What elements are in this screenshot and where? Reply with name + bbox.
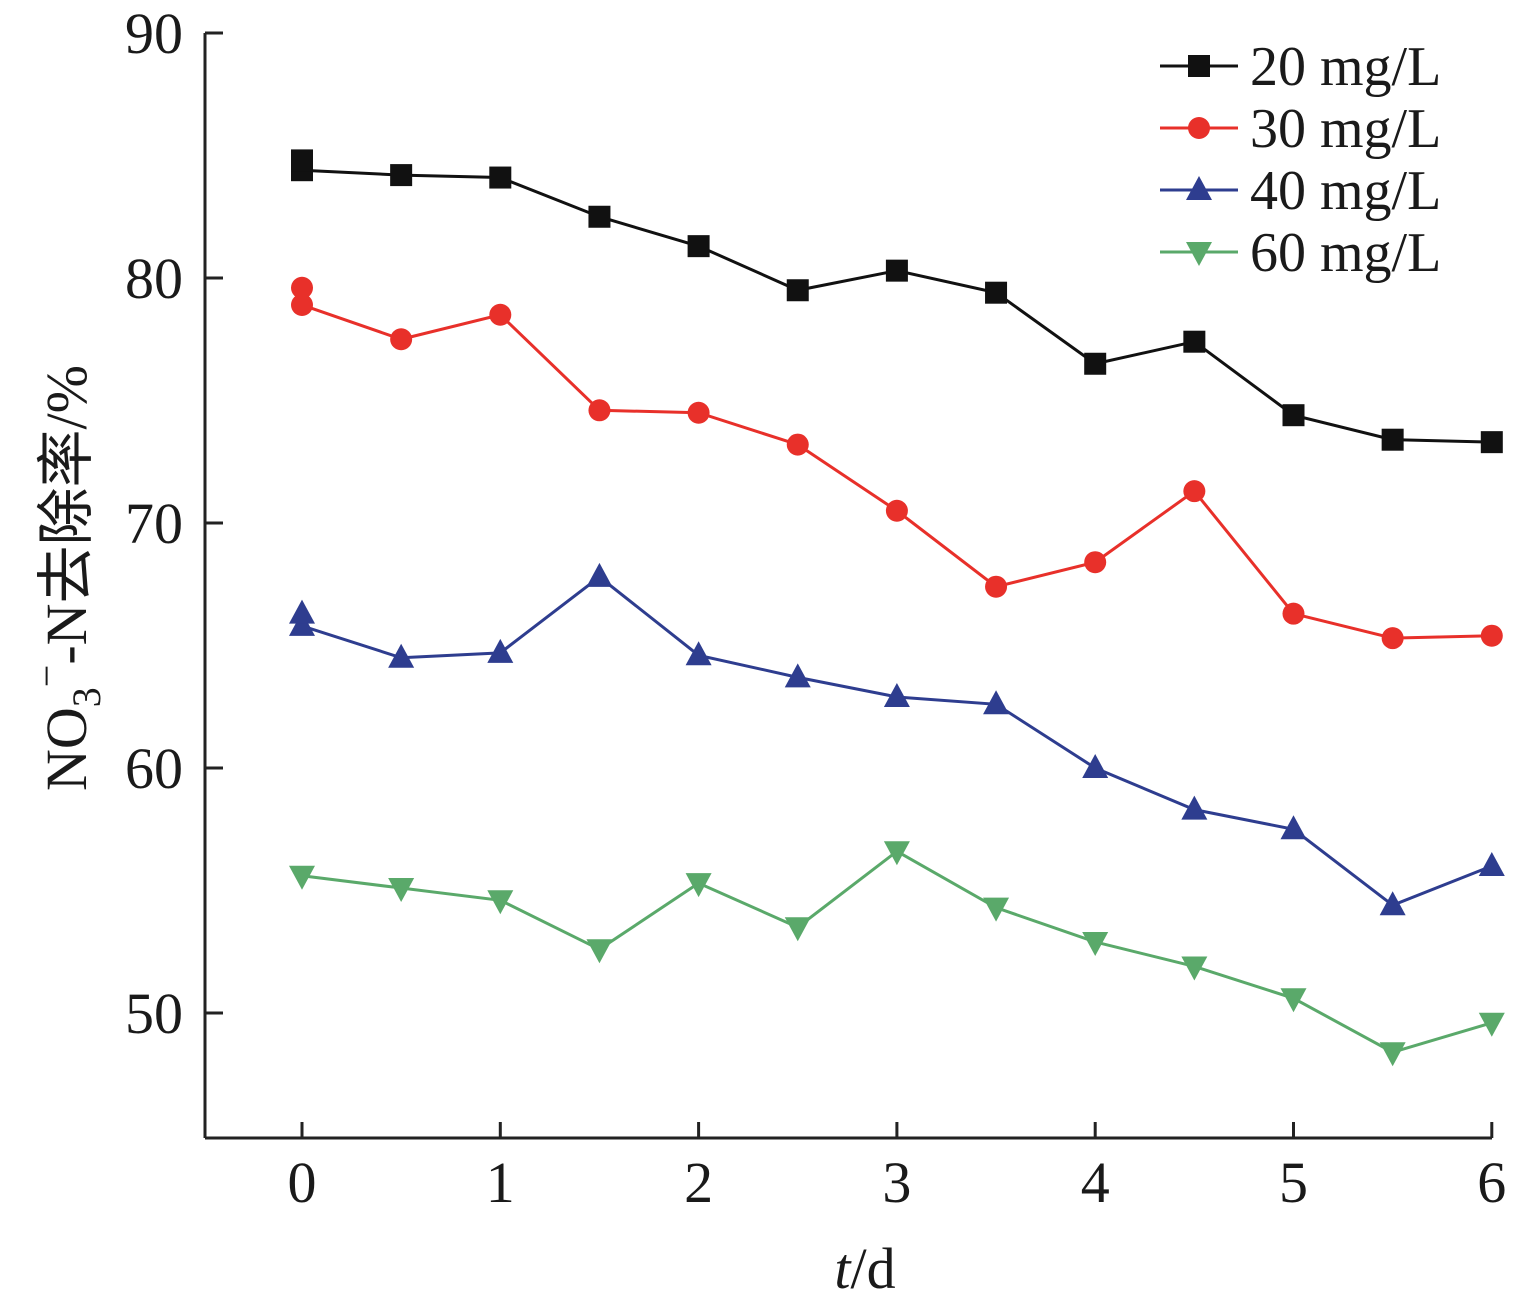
series-line (301, 303, 1492, 640)
x-tick-label: 0 (288, 1150, 317, 1215)
data-point (1379, 1042, 1406, 1067)
y-tick-label: 90 (125, 1, 183, 66)
y-tick-label: 60 (125, 736, 183, 801)
data-point (1084, 352, 1107, 375)
data-point (885, 499, 908, 522)
x-tick-label: 3 (882, 1150, 911, 1215)
data-point (985, 281, 1008, 304)
data-point (784, 663, 811, 688)
data-point (291, 149, 313, 172)
data-point (1478, 1012, 1505, 1037)
data-point (487, 890, 514, 915)
x-tick-label: 1 (486, 1150, 515, 1215)
legend-marker (1186, 242, 1212, 266)
data-point (390, 328, 413, 351)
data-point (1480, 624, 1503, 647)
x-axis-label: t/d (834, 1236, 895, 1301)
series-1 (291, 276, 1503, 650)
legend-label: 60 mg/L (1250, 222, 1441, 284)
data-point (885, 259, 908, 282)
series-line (301, 849, 1493, 1054)
data-point (1280, 815, 1307, 840)
y-tick-label: 80 (125, 246, 183, 311)
series-0 (291, 149, 1503, 454)
data-point (985, 575, 1008, 598)
data-point (1280, 988, 1307, 1013)
legend-label: 20 mg/L (1250, 36, 1441, 98)
series-layer (289, 149, 1505, 1067)
legend: 20 mg/L30 mg/L40 mg/L60 mg/L (1160, 36, 1441, 284)
y-tick-label: 50 (125, 981, 183, 1046)
data-point (1381, 627, 1404, 650)
data-point (388, 643, 415, 668)
data-point (1181, 795, 1208, 820)
legend-item: 40 mg/L (1160, 160, 1441, 222)
data-point (390, 164, 413, 187)
data-point (1379, 891, 1406, 916)
y-axis-label: NO3−-N去除率/% (24, 365, 109, 791)
data-point (1183, 330, 1206, 353)
data-point (1478, 852, 1505, 876)
data-point (1082, 754, 1109, 778)
x-tick-label: 6 (1477, 1150, 1506, 1215)
data-point (983, 690, 1010, 715)
data-point (883, 841, 910, 866)
data-point (786, 433, 809, 456)
data-point (489, 166, 512, 189)
data-point (289, 611, 315, 636)
data-point (1282, 404, 1305, 427)
data-point (489, 303, 512, 326)
y-tick-label: 70 (125, 491, 183, 556)
data-point (685, 641, 712, 666)
data-point (1181, 956, 1208, 981)
data-point (291, 276, 313, 299)
x-tick-label: 5 (1279, 1150, 1308, 1215)
data-point (291, 293, 313, 316)
data-point (687, 401, 710, 424)
legend-item: 30 mg/L (1160, 98, 1441, 160)
series-3 (289, 841, 1505, 1067)
data-point (784, 917, 811, 942)
series-2 (289, 562, 1505, 916)
legend-label: 40 mg/L (1250, 160, 1441, 222)
data-point (289, 865, 315, 890)
data-point (1183, 480, 1206, 503)
data-point (687, 235, 710, 258)
data-point (1282, 602, 1305, 625)
data-point (786, 279, 809, 302)
data-point (388, 878, 415, 903)
legend-item: 60 mg/L (1160, 222, 1441, 284)
legend-item: 20 mg/L (1160, 36, 1441, 98)
data-point (586, 562, 613, 587)
data-point (1084, 551, 1107, 574)
x-tick-label: 4 (1081, 1150, 1110, 1215)
data-point (289, 599, 315, 624)
legend-marker (1186, 176, 1212, 200)
data-point (685, 873, 712, 898)
data-point (588, 399, 611, 422)
legend-marker (1188, 117, 1210, 139)
data-point (1480, 431, 1503, 454)
data-point (586, 939, 613, 964)
data-point (983, 897, 1010, 922)
legend-marker (1188, 55, 1210, 77)
data-point (487, 638, 514, 663)
data-point (1381, 428, 1404, 451)
axes: 50 60 70 80 90 0 1 2 3 4 5 6 (125, 1, 1506, 1215)
data-point (1082, 931, 1109, 956)
x-tick-label: 2 (684, 1150, 713, 1215)
legend-label: 30 mg/L (1250, 98, 1441, 160)
data-point (588, 205, 611, 228)
data-point (883, 682, 910, 707)
